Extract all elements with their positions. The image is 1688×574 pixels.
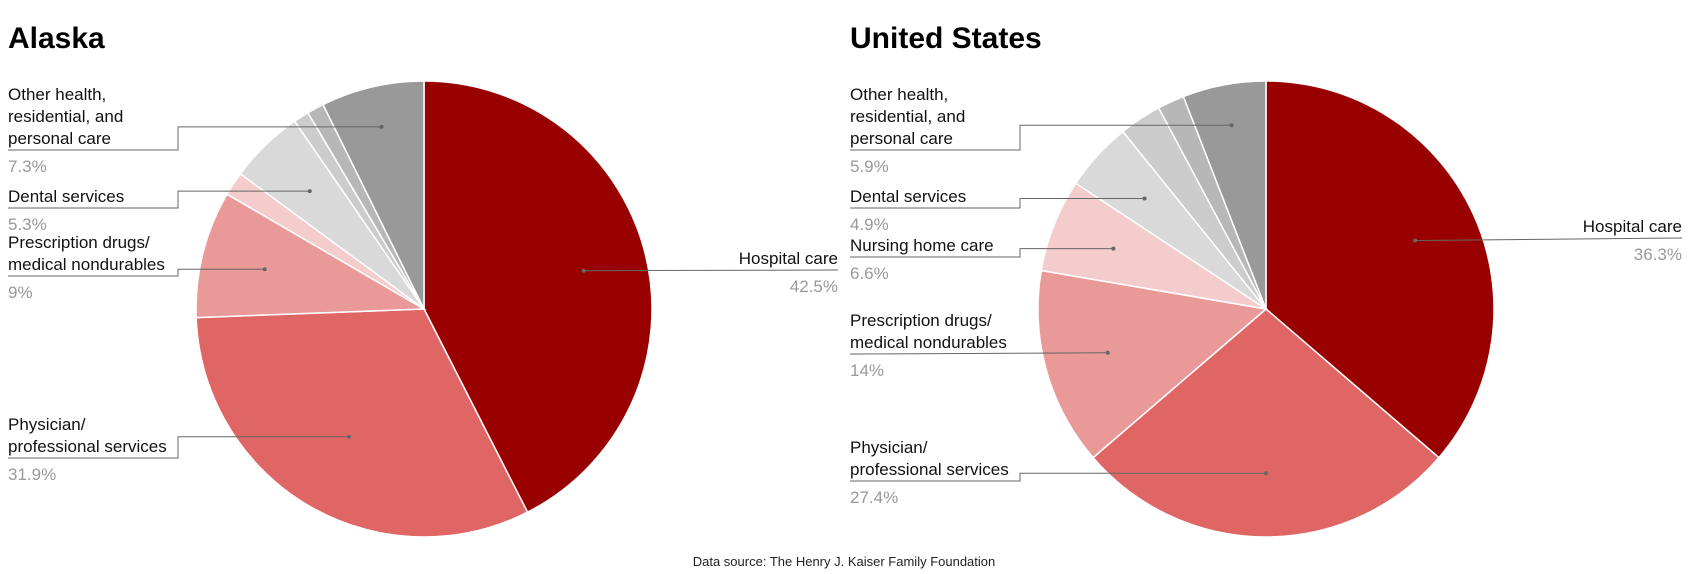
leader-line-other-health (850, 123, 1234, 151)
pie-slice-other-health (322, 80, 425, 310)
chart-title-alaska: Alaska (8, 22, 105, 55)
slice-label-physician: professional services (8, 437, 167, 456)
slice-label-physician: Physician/ (8, 415, 86, 434)
slice-percent-physician: 27.4% (850, 488, 898, 507)
leader-line-hospital (581, 268, 839, 273)
slice-percent-hospital: 36.3% (1634, 245, 1682, 264)
leader-line-prescription (8, 267, 267, 277)
leader-line-other-health (8, 124, 384, 151)
slice-label-prescription: Prescription drugs/ (850, 311, 992, 330)
pie-united-states: Hospital care 36.3% Physician/professional… (849, 80, 1683, 538)
slice-label-other-health: personal care (850, 129, 953, 148)
slice-percent-other-health: 5.9% (850, 157, 889, 176)
pie-slice-hospital (1265, 80, 1495, 459)
slice-label-prescription: medical nondurables (8, 255, 165, 274)
slice-percent-prescription: 14% (850, 361, 884, 380)
leader-line-nursing (850, 246, 1116, 258)
slice-label-prescription: medical nondurables (850, 333, 1007, 352)
slice-label-physician: professional services (850, 460, 1009, 479)
leader-line-prescription (849, 350, 1110, 355)
slice-label-dental: Dental services (8, 187, 124, 206)
slice-percent-other-health: 7.3% (8, 157, 47, 176)
pie-slice-hospital (423, 80, 653, 514)
slice-label-prescription: Prescription drugs/ (8, 233, 150, 252)
slice-percent-hospital: 42.5% (790, 277, 838, 296)
leader-line-dental (850, 196, 1147, 209)
slice-label-other-health: residential, and (8, 107, 123, 126)
leader-line-physician (8, 434, 351, 459)
pie-slice-prescription (1037, 269, 1268, 459)
pie-slice-physician (1092, 308, 1440, 538)
slice-label-other-health: personal care (8, 129, 111, 148)
pie-alaska: Hospital care 42.5% Physician/professional… (8, 80, 839, 538)
slice-percent-dental: 4.9% (850, 215, 889, 234)
pie-slice-prescription (195, 193, 427, 319)
slice-label-hospital: Hospital care (739, 249, 838, 268)
slice-label-dental: Dental services (850, 187, 966, 206)
pie-slice-physician (195, 308, 529, 538)
slice-percent-dental: 5.3% (8, 215, 47, 234)
chart-title-united-states: United States (850, 22, 1042, 55)
leader-line-physician (850, 471, 1268, 482)
slice-label-other-health: residential, and (850, 107, 965, 126)
slice-label-nursing: Nursing home care (850, 236, 994, 255)
slice-label-other-health: Other health, (8, 85, 106, 104)
slice-percent-prescription: 9% (8, 283, 33, 302)
leader-line-hospital (1413, 237, 1683, 243)
data-source-note: Data source: The Henry J. Kaiser Family … (693, 554, 996, 569)
slice-label-other-health: Other health, (850, 85, 948, 104)
slice-label-physician: Physician/ (850, 438, 928, 457)
slice-percent-nursing: 6.6% (850, 264, 889, 283)
slice-percent-physician: 31.9% (8, 465, 56, 484)
leader-line-dental (8, 189, 312, 209)
pie-slice-other-health (1182, 80, 1267, 310)
slice-label-hospital: Hospital care (1583, 217, 1682, 236)
